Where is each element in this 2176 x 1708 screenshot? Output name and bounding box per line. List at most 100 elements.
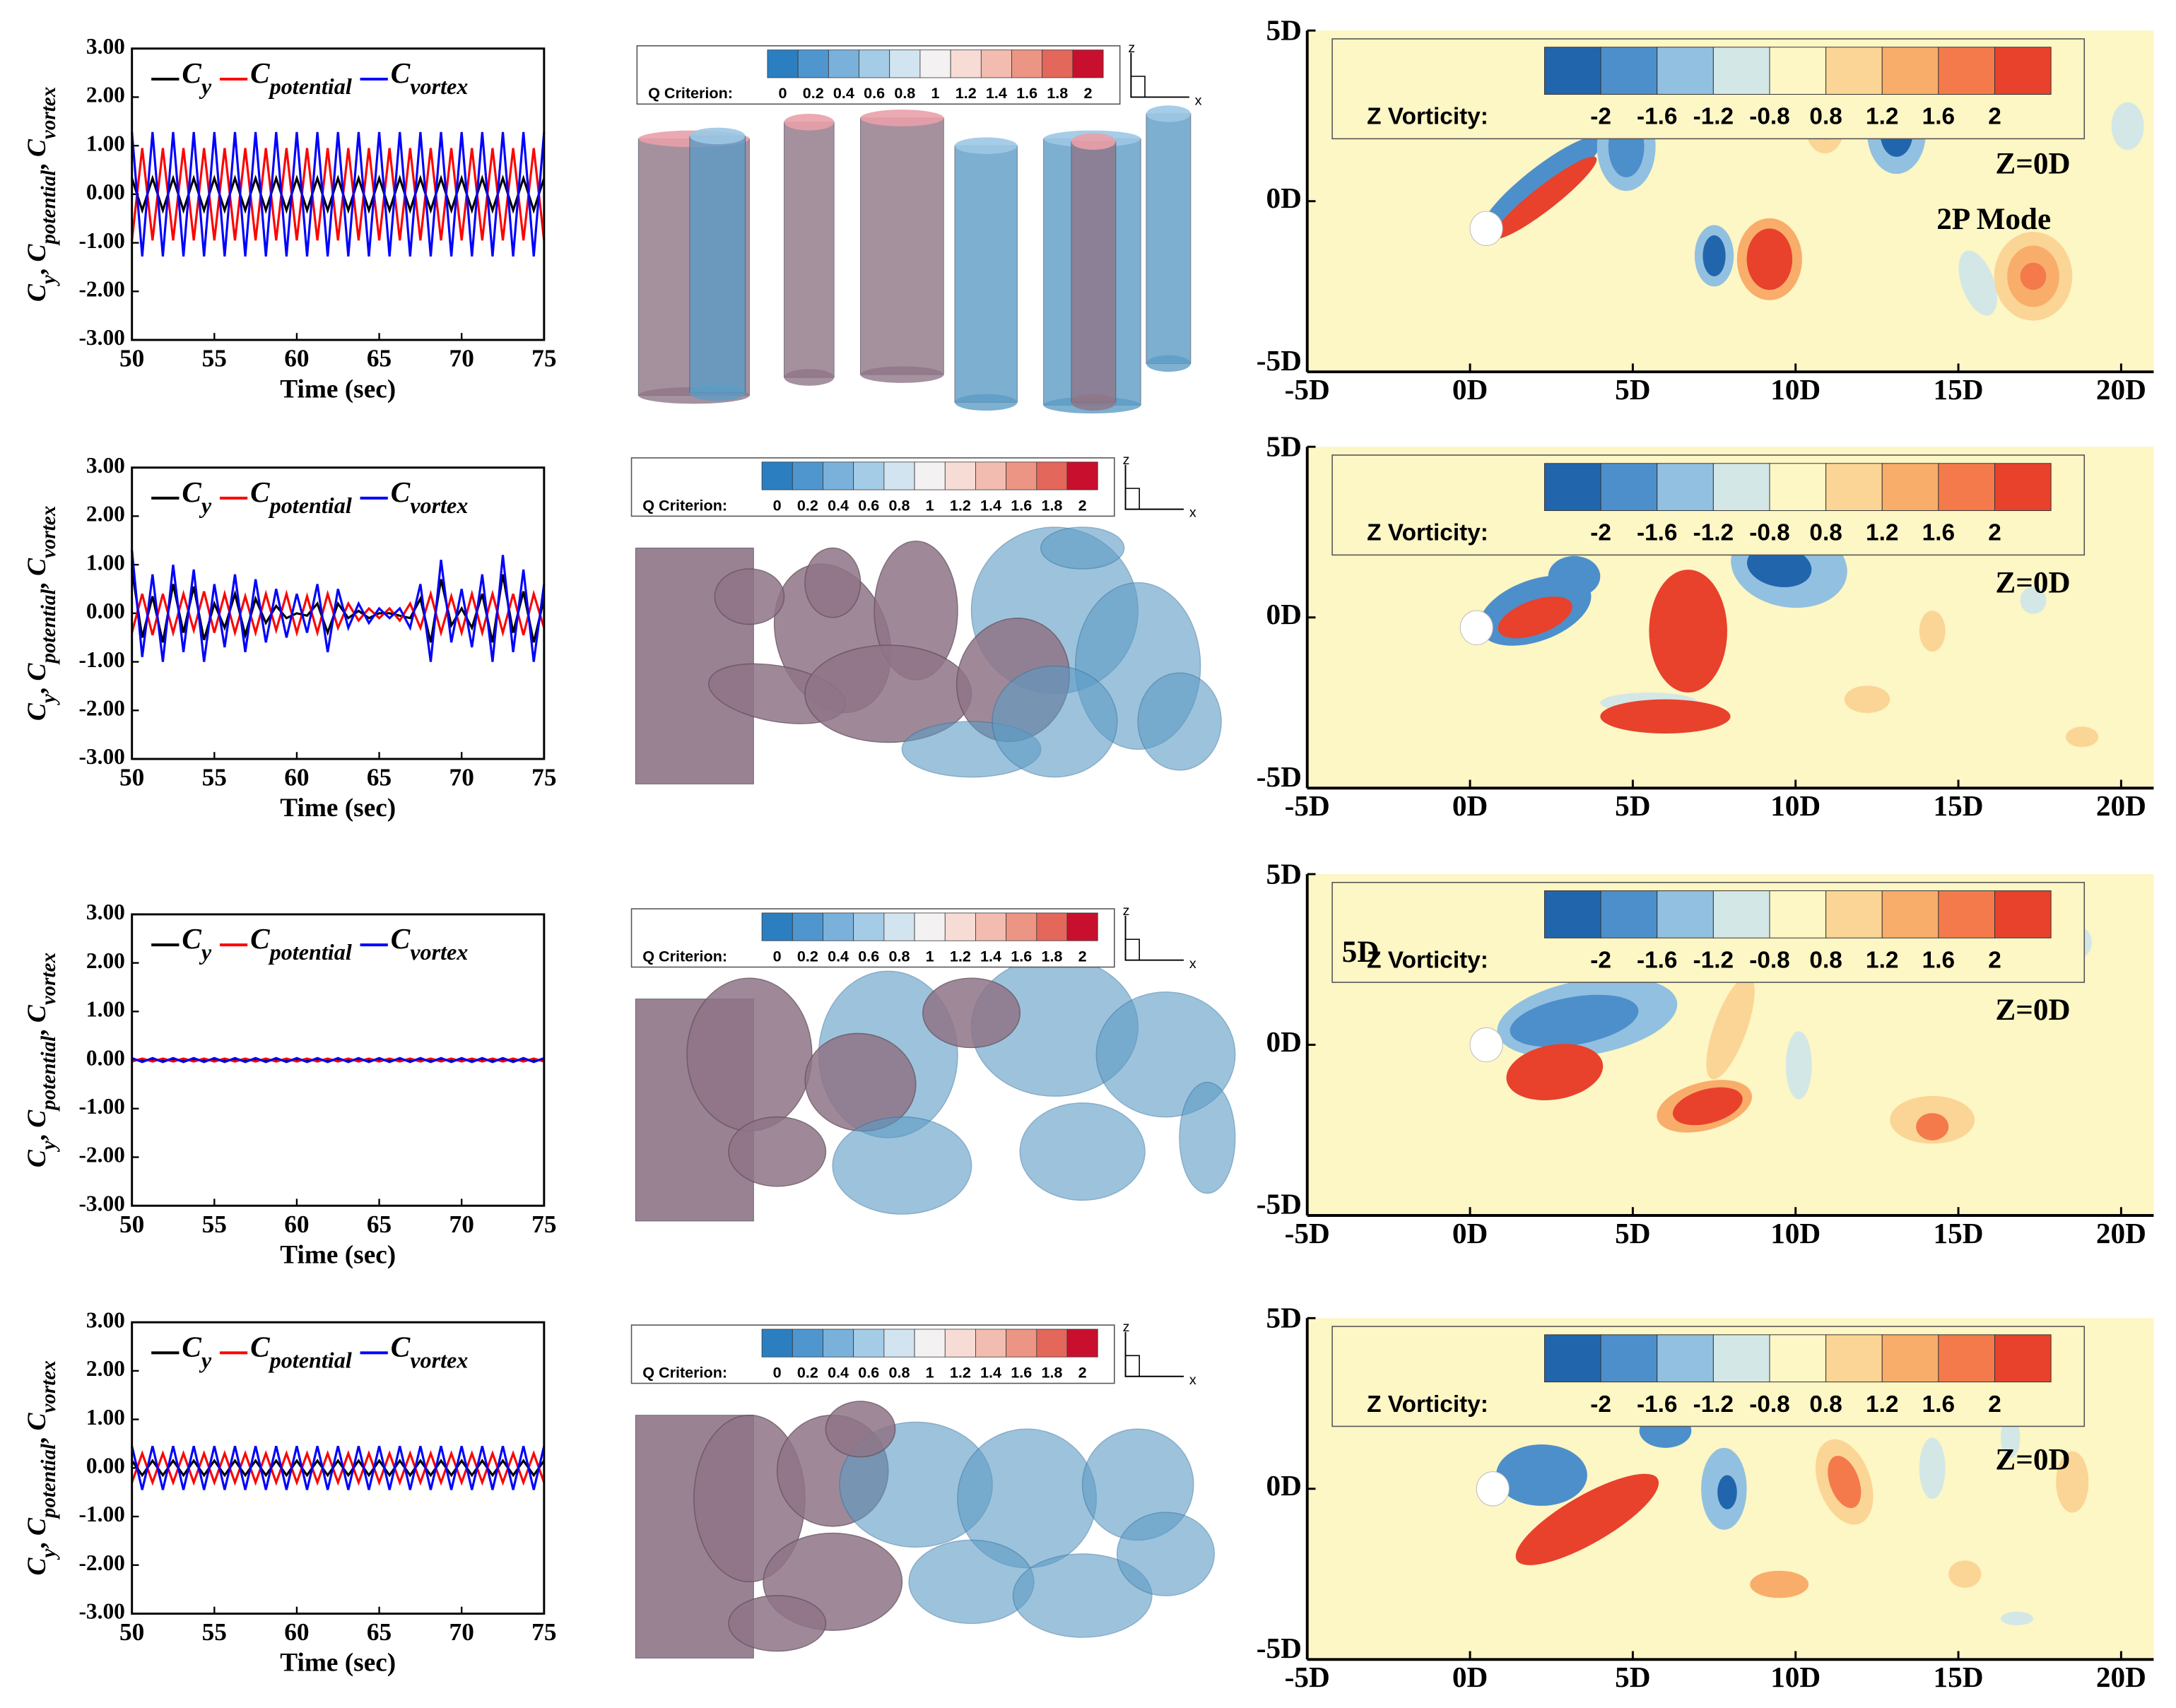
colorbar-tick-label: 0.8: [888, 1364, 910, 1382]
colorbar-tick-label: 1.6: [1011, 947, 1032, 965]
x-tick-label: 50: [119, 345, 144, 372]
colorbar-cell: [980, 49, 1012, 78]
axis-letter: x: [1189, 1372, 1196, 1388]
annotation: 2P Mode: [1936, 203, 2051, 236]
x-tick-label: -5D: [1285, 1661, 1330, 1693]
plot-area: [131, 1322, 544, 1614]
colorbar-label: Z Vorticity:: [1367, 520, 1488, 546]
colorbar-cell: [1769, 1334, 1827, 1383]
subscript: y: [199, 1348, 212, 1373]
x-tick-label: 10D: [1770, 1661, 1821, 1693]
colorbar-cell: [761, 1329, 793, 1357]
colorbar-tick-label: 1: [926, 496, 934, 514]
symbol: C: [182, 923, 201, 955]
y-tick-label: -2.00: [78, 1143, 124, 1167]
colorbar-tick-label: 1.2: [950, 947, 971, 965]
x-tick-label: 50: [119, 1211, 144, 1238]
symbol: C: [23, 558, 52, 576]
colorbar-cell: [1600, 890, 1658, 938]
vortex-structure: [728, 1116, 827, 1187]
colorbar-tick-label: -2: [1590, 1391, 1611, 1418]
subscript: vortex: [410, 493, 468, 518]
colorbar-tick-label: 0.8: [1809, 947, 1842, 973]
symbol: C: [182, 476, 201, 508]
colorbar-cell: [914, 912, 946, 941]
x-tick-label: 60: [284, 345, 309, 372]
cylinder: [1469, 211, 1503, 246]
colorbar-tick-label: 1.2: [1866, 104, 1898, 130]
legend-label: Cpotential: [250, 1331, 352, 1373]
x-tick-label: 10D: [1770, 789, 1821, 822]
colorbar-cell: [1712, 47, 1770, 95]
y-tick-label: 0D: [1266, 598, 1301, 630]
y-tick-label: 0.00: [86, 179, 125, 204]
subscript: y: [199, 940, 212, 965]
y-tick-label: 3.00: [86, 900, 125, 924]
colorbar-tick-label: 1.8: [1041, 947, 1062, 965]
vortex-tube: [954, 145, 1018, 403]
colorbar-tick-label: 1.8: [1041, 1364, 1062, 1382]
colorbar-tick-label: -0.8: [1749, 1391, 1789, 1418]
subscript: vortex: [37, 506, 60, 558]
symbol: C: [182, 57, 201, 89]
colorbar-cell: [883, 912, 915, 941]
subscript: y: [37, 694, 60, 705]
subscript: vortex: [37, 87, 60, 139]
subscript: y: [37, 1549, 60, 1560]
y-tick-label: 0.00: [86, 599, 125, 623]
colorbar-tick-label: 0.4: [833, 84, 854, 102]
colorbar-tick-label: -1.6: [1637, 1391, 1677, 1418]
vortex-structure: [1179, 1081, 1236, 1194]
x-tick-label: 20D: [2096, 373, 2146, 406]
legend-label: Cy: [182, 476, 211, 518]
symbol: C: [250, 923, 270, 955]
x-tick-label: 20D: [2096, 1217, 2146, 1249]
colorbar-tick-label: 1.4: [980, 1364, 1001, 1382]
y-tick-label: 5D: [1266, 14, 1301, 47]
vorticity-contour: [1506, 1044, 1604, 1101]
colorbar-tick-label: -1.6: [1637, 520, 1677, 546]
colorbar-tick-label: 0.6: [858, 947, 879, 965]
colorbar-tick-label: 0.8: [1809, 104, 1842, 130]
x-tick-label: 55: [202, 1618, 227, 1646]
colorbar-tick-label: 1.2: [1866, 947, 1898, 973]
x-axis-label: Time (sec): [280, 375, 396, 404]
colorbar-cell: [761, 461, 793, 490]
colorbar-cell: [889, 49, 921, 78]
colorbar-tick-label: 1.6: [1011, 496, 1032, 514]
y-axis-label: Cy, Cpotential, Cvortex: [23, 953, 60, 1167]
colorbar-cell: [1543, 890, 1601, 938]
colorbar-tick-label: 1.6: [1011, 1364, 1032, 1382]
colorbar-tick-label: -2: [1590, 520, 1611, 546]
colorbar-cell: [944, 912, 976, 941]
vortex-structure: [832, 1116, 972, 1215]
series-line: [131, 589, 546, 637]
axis-letter: x: [1189, 505, 1196, 521]
vorticity-contour: [1493, 156, 1597, 240]
vorticity-contour: [1916, 1113, 1949, 1141]
colorbar-tick-label: 0: [773, 947, 782, 965]
vorticity-contour: [1717, 1475, 1737, 1509]
x-tick-label: 50: [119, 764, 144, 791]
isosurface-view: [637, 105, 1192, 414]
vorticity-contour: [1481, 136, 1602, 232]
y-tick-label: 2.00: [86, 83, 125, 107]
colorbar-tick-label: 2: [1078, 1364, 1087, 1382]
colorbar-cell: [859, 49, 890, 78]
isosurface-view: [635, 956, 1236, 1222]
x-tick-label: 0D: [1452, 1217, 1488, 1249]
tube-cap: [784, 369, 835, 386]
colorbar-cell: [1036, 461, 1068, 490]
x-tick-label: 55: [202, 764, 227, 791]
symbol: C: [182, 1331, 201, 1363]
annotation: Z=0D: [1995, 148, 2070, 181]
axis-icon: [1125, 938, 1140, 960]
colorbar-cell: [1543, 47, 1601, 95]
vorticity-contour: [1844, 685, 1890, 713]
vortex-structure: [804, 547, 861, 618]
y-tick-label: 0D: [1266, 182, 1301, 214]
y-tick-label: 0D: [1266, 1469, 1301, 1502]
colorbar-cell: [1881, 1334, 1939, 1383]
colorbar-cell: [761, 912, 793, 941]
colorbar-cell: [1994, 890, 2052, 938]
